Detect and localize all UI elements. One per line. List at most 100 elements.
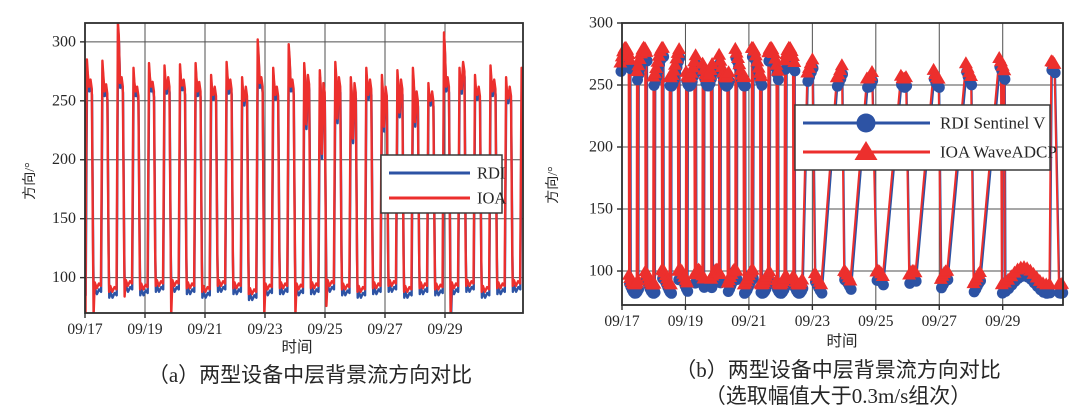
marker-ioa-triangle [647,276,662,289]
marker-ioa-triangle [745,262,760,275]
panel-b-ylabel: 方向/° [545,166,561,204]
marker-ioa-triangle [680,275,694,288]
x-tick-label: 09/29 [985,313,1021,330]
panel-b-caption-line2: （选取幅值大于0.3m/s组次） [705,384,972,408]
panel-a-ylabel: 方向/° [22,162,38,200]
marker-rdi-circle [666,287,677,299]
x-tick-label: 09/27 [922,313,958,330]
marker-ioa-triangle [750,54,765,67]
marker-rdi-circle [1044,287,1056,299]
panel-b-ticks [617,22,1004,310]
marker-ioa-triangle [672,42,687,55]
marker-ioa-triangle [630,273,645,286]
marker-ioa-triangle [834,58,849,71]
marker-rdi-circle [739,80,751,92]
marker-ioa-triangle [762,264,777,277]
marker-ioa-triangle [685,60,700,73]
marker-ioa-triangle [751,60,766,73]
panel-a-caption: （a）两型设备中层背景流方向对比 [148,363,472,387]
marker-ioa-triangle [721,65,736,78]
panel-b: 09/17 09/19 09/21 09/23 09/25 09/27 09/29 100 15… [545,15,1069,408]
marker-ioa-triangle [768,51,783,64]
y-tick-label: 200 [52,151,76,168]
panel-b-caption-line1: （b）两型设备中层背景流方向对比 [675,358,1001,382]
marker-ioa-triangle [748,48,763,61]
panel-b-legend-rdi-marker [856,113,876,133]
x-tick-label: 09/27 [367,321,403,338]
marker-rdi-circle [682,285,694,297]
marker-rdi-circle [756,79,768,91]
x-tick-label: 09/17 [604,313,640,330]
marker-rdi-circle [845,283,857,295]
marker-ioa-triangle [650,54,665,67]
y-tick-label: 250 [589,77,613,94]
marker-ioa-triangle [899,70,913,83]
marker-ioa-triangle [729,263,744,276]
marker-ioa-triangle [805,52,820,65]
marker-ioa-triangle [631,58,646,71]
panel-a-tick-labels: 09/17 09/19 09/21 09/23 09/25 09/27 09/29 100 15… [52,33,463,338]
panel-b-tick-labels: 09/17 09/19 09/21 09/23 09/25 09/27 09/29 100 15… [589,15,1021,331]
panel-a-series [85,23,523,313]
panel-a-frame [84,22,524,314]
marker-ioa-triangle [1055,276,1069,289]
marker-ioa-triangle [997,63,1012,76]
marker-ioa-triangle [737,69,752,82]
panel-a-legend-ioa-label: IOA [477,189,506,208]
y-tick-label: 300 [589,15,613,32]
x-tick-label: 09/25 [858,313,894,330]
x-tick-label: 09/25 [307,321,343,338]
marker-ioa-triangle [795,272,810,285]
marker-ioa-triangle [713,267,727,279]
panel-b-legend-ioa-marker [854,141,878,160]
marker-ioa-triangle [940,263,955,276]
marker-ioa-triangle [875,269,890,281]
marker-rdi-circle [877,279,889,291]
marker-rdi-circle [933,81,945,93]
marker-ioa-triangle [663,277,678,290]
marker-ioa-triangle [731,51,745,63]
panel-a-legend-rdi-label: RDI [477,164,505,183]
x-tick-label: 09/19 [127,321,163,338]
x-tick-label: 09/23 [247,321,283,338]
panel-b-legend-rdi-label: RDI Sentinel V [940,114,1046,133]
marker-ioa-triangle [787,55,802,67]
marker-rdi-circle [649,287,661,298]
panel-a-legend-box [380,154,503,214]
panel-b-legend-box [794,104,1051,171]
marker-ioa-triangle [621,47,636,60]
marker-ioa-triangle [713,53,728,66]
marker-ioa-triangle [649,61,664,73]
panel-b-legend: RDI Sentinel V IOA WaveADCP [794,104,1057,171]
x-tick-label: 09/21 [731,313,766,330]
marker-ioa-triangle [1047,56,1062,69]
marker-ioa-triangle [1042,277,1057,289]
x-tick-label: 09/23 [795,313,831,330]
marker-ioa-triangle [770,63,785,76]
panel-a-ticks [80,41,446,318]
marker-rdi-circle [999,73,1011,85]
marker-ioa-triangle [668,57,682,70]
y-tick-label: 250 [52,92,76,109]
panel-b-frame [621,22,1064,306]
marker-ioa-triangle [931,71,946,84]
panel-b-series [613,40,1069,299]
marker-ioa-triangle [843,273,858,286]
panel-b-legend-ioa-label: IOA WaveADCP [940,143,1057,162]
marker-ioa-triangle [865,65,879,77]
panel-b-xlabel: 时间 [826,332,857,350]
panel-a-legend: RDI IOA [380,154,506,214]
y-tick-label: 200 [589,139,613,156]
marker-ioa-triangle [964,69,978,81]
marker-ioa-triangle [712,47,727,60]
series-ioa-line [85,23,523,313]
marker-ioa-triangle [785,49,800,61]
marker-ioa-triangle [732,57,747,70]
x-tick-label: 09/29 [427,321,463,338]
y-tick-label: 100 [589,263,613,280]
marker-ioa-triangle [639,44,654,57]
marker-ioa-triangle [814,277,829,290]
y-tick-label: 150 [589,201,613,218]
